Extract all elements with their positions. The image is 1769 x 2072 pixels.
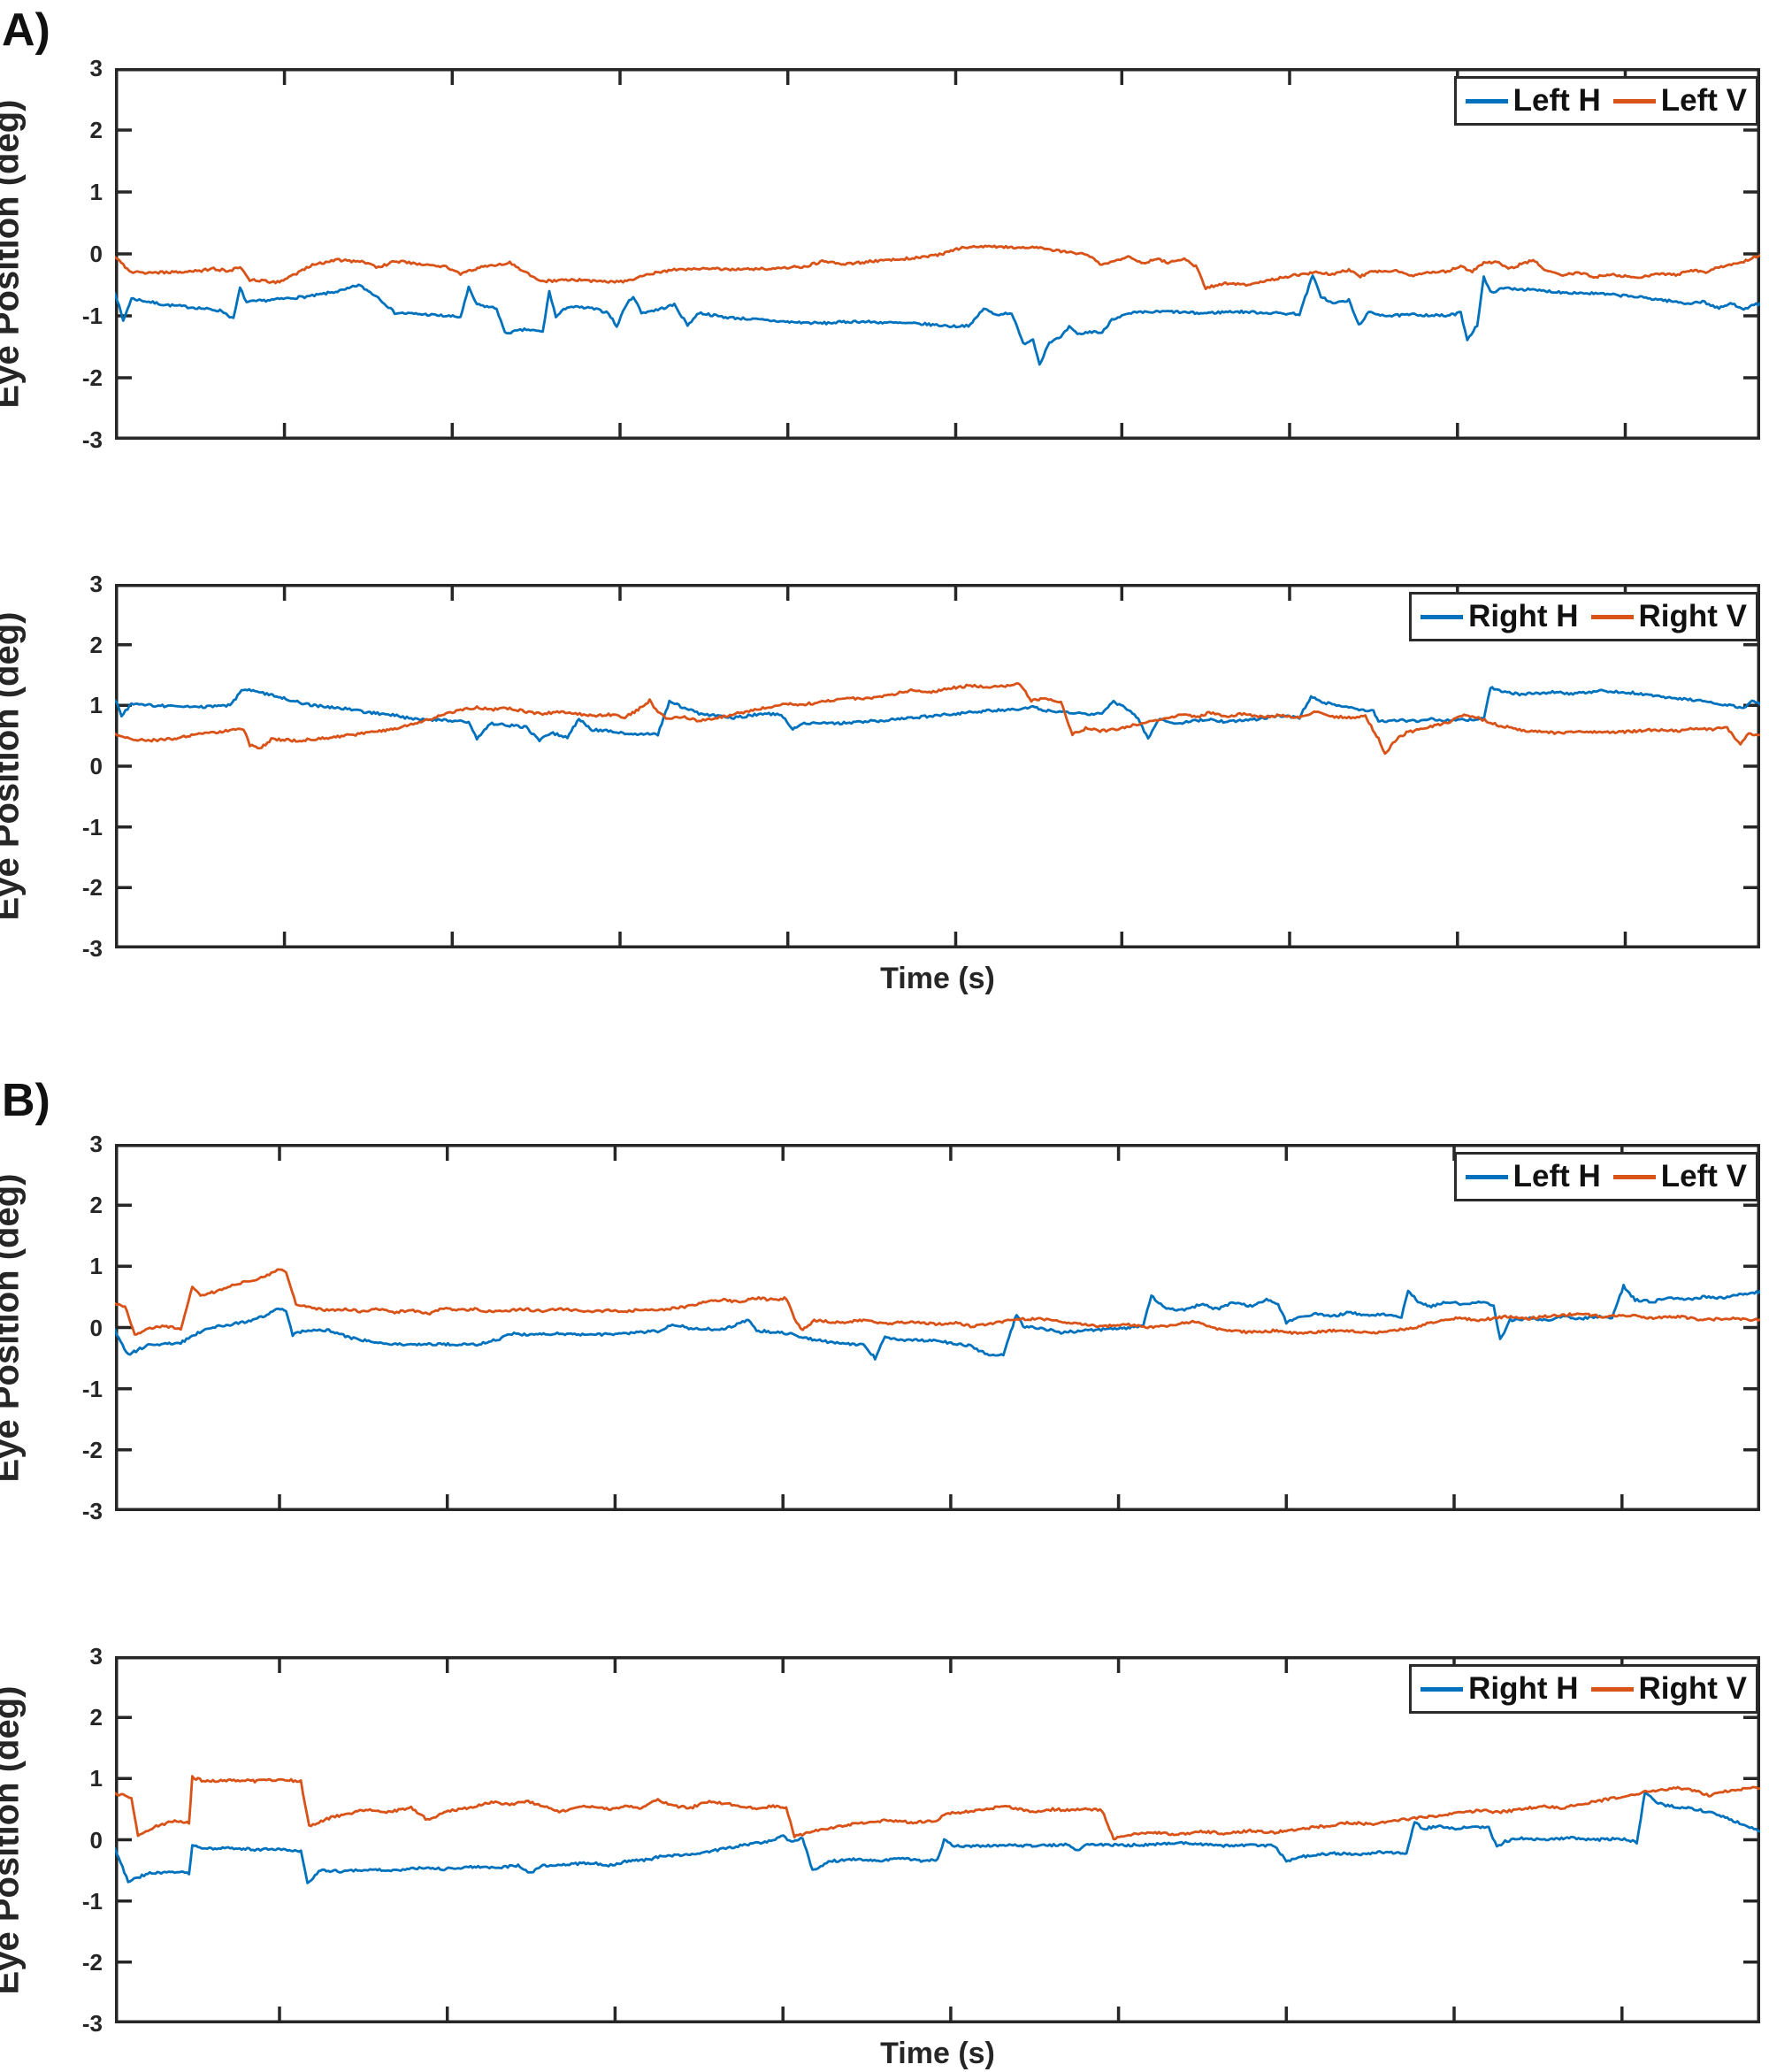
y-tick-label: -1 <box>81 1375 103 1402</box>
trace-right-v <box>115 682 1760 756</box>
trace-right-h <box>115 686 1760 742</box>
y-tick-label: -3 <box>81 935 103 962</box>
legend: Right H Right V <box>1409 592 1758 641</box>
subplot-a-left-eye: Eye Position (deg) Left H Left V 3 2 1 0 -1-… <box>0 55 1760 453</box>
axes-frame <box>115 1656 1760 2023</box>
legend-label: Right H <box>1468 599 1579 633</box>
legend-label: Left V <box>1660 1159 1747 1193</box>
legend-line-swatch <box>1465 98 1508 104</box>
legend-entry: Right V <box>1590 1671 1747 1707</box>
legend-label: Right V <box>1638 1671 1747 1706</box>
legend: Left H Left V <box>1453 1152 1758 1201</box>
y-tick-label: -3 <box>81 2010 103 2037</box>
y-tick-label: 0 <box>89 753 103 779</box>
legend-label: Left H <box>1512 1159 1601 1193</box>
axes-canvas <box>115 68 1760 440</box>
y-tick-label: 3 <box>89 571 103 597</box>
legend-entry: Right V <box>1590 599 1747 634</box>
y-tick-label: 3 <box>89 1643 103 1669</box>
y-tick-label: 3 <box>89 1131 103 1157</box>
legend-line-swatch <box>1590 1686 1634 1692</box>
axes-canvas <box>115 1656 1760 2023</box>
trace-left-v <box>115 1268 1760 1336</box>
y-tick-label: 2 <box>89 117 103 143</box>
y-tick-label: -2 <box>81 874 103 902</box>
axes-frame <box>115 584 1760 948</box>
legend-line-swatch <box>1465 1174 1508 1179</box>
legend-entry: Left V <box>1612 83 1747 119</box>
legend: Left H Left V <box>1453 76 1758 126</box>
legend-line-swatch <box>1612 98 1656 104</box>
legend-line-swatch <box>1590 614 1634 619</box>
y-tick-label: 0 <box>89 241 103 267</box>
trace-left-h <box>115 274 1760 366</box>
panel-label-b: B) <box>2 1075 50 1126</box>
y-tick-label: -2 <box>81 1436 103 1463</box>
y-tick-label: 0 <box>89 1314 103 1341</box>
legend-label: Right V <box>1638 599 1747 633</box>
y-tick-label: -2 <box>81 1948 103 1976</box>
y-tick-label: -3 <box>81 426 103 453</box>
legend-line-swatch <box>1421 614 1464 619</box>
legend-line-swatch <box>1612 1174 1656 1179</box>
trace-right-v <box>115 1775 1760 1841</box>
axes-canvas <box>115 1144 1760 1511</box>
x-axis-label: Time (s) <box>880 962 995 995</box>
legend-label: Left H <box>1512 83 1601 118</box>
y-tick-label: 0 <box>89 1826 103 1853</box>
panel-label-a: A) <box>2 4 50 56</box>
y-tick-label: 1 <box>89 1765 103 1792</box>
axes-canvas <box>115 584 1760 948</box>
legend-entry: Left H <box>1465 83 1601 119</box>
legend-entry: Left H <box>1465 1159 1601 1194</box>
legend: Right H Right V <box>1409 1664 1758 1714</box>
axes-frame <box>115 1144 1760 1511</box>
y-tick-label: 1 <box>89 692 103 719</box>
subplot-b-left-eye: Eye Position (deg) Left H Left V 3 2 1 0 -1-… <box>0 1131 1760 1524</box>
y-tick-label: -3 <box>81 1498 103 1524</box>
trace-left-v <box>115 244 1760 291</box>
y-tick-label: 1 <box>89 179 103 205</box>
y-tick-label: 2 <box>89 1192 103 1219</box>
trace-left-h <box>115 1284 1760 1361</box>
y-tick-label: 2 <box>89 1704 103 1731</box>
legend-entry: Right H <box>1421 599 1579 634</box>
y-tick-label: -1 <box>81 303 103 329</box>
legend-label: Right H <box>1468 1671 1579 1706</box>
y-tick-label: 2 <box>89 631 103 658</box>
legend-line-swatch <box>1421 1686 1464 1692</box>
y-tick-label: -1 <box>81 1887 103 1915</box>
legend-entry: Right H <box>1421 1671 1579 1707</box>
axes-frame <box>115 68 1760 440</box>
trace-right-h <box>115 1791 1760 1884</box>
legend-entry: Left V <box>1612 1159 1747 1194</box>
y-tick-label: -2 <box>81 365 103 391</box>
x-axis-label: Time (s) <box>880 2037 995 2070</box>
y-tick-label: 3 <box>89 55 103 81</box>
y-tick-label: 1 <box>89 1253 103 1280</box>
legend-label: Left V <box>1660 83 1747 118</box>
y-tick-label: -1 <box>81 813 103 840</box>
